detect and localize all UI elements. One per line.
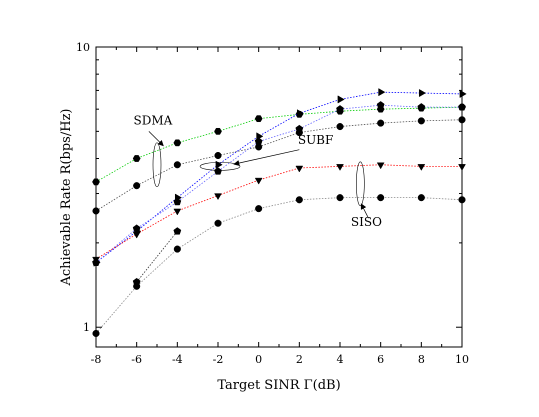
- data-point: [254, 177, 263, 185]
- data-point: [377, 194, 385, 202]
- data-point: [376, 101, 385, 109]
- data-point: [295, 124, 304, 133]
- series-line: [95, 104, 462, 263]
- series-line: [95, 164, 462, 260]
- annotation-label: SISO: [351, 215, 382, 229]
- data-point: [133, 182, 141, 190]
- series-line: [95, 91, 463, 263]
- data-point: [336, 194, 344, 202]
- data-point: [173, 208, 182, 216]
- annotation-ellipse: [152, 142, 162, 188]
- data-point: [254, 137, 263, 145]
- data-point: [214, 151, 222, 160]
- data-point: [377, 119, 385, 127]
- x-tick-label: -6: [131, 353, 142, 366]
- annotation-ellipse: [199, 162, 241, 171]
- data-point: [458, 164, 466, 171]
- data-point: [296, 109, 305, 118]
- series-line: [95, 197, 463, 334]
- data-point: [214, 167, 222, 175]
- data-point: [295, 165, 304, 173]
- data-point: [173, 227, 182, 235]
- data-point: [173, 139, 182, 147]
- data-point: [92, 256, 100, 264]
- series-6: [132, 227, 182, 286]
- x-tick-label: 4: [337, 353, 344, 366]
- data-point: [336, 164, 344, 171]
- data-point: [378, 88, 386, 97]
- data-point: [458, 103, 466, 111]
- data-point: [336, 105, 344, 113]
- series-line: [95, 119, 463, 212]
- data-point: [458, 196, 466, 204]
- x-tick-label: 0: [255, 353, 262, 366]
- annotation-arrow: [233, 149, 300, 166]
- series-5: [92, 194, 466, 338]
- data-point: [214, 219, 222, 227]
- data-point: [458, 116, 466, 124]
- data-point: [376, 162, 385, 170]
- data-point: [132, 231, 141, 239]
- y-axis-label: Achievable Rate R(bps/Hz): [59, 109, 74, 287]
- x-axis-ticks: -8 -6 -4 -2 0 2 4 6 8 10: [91, 47, 469, 366]
- x-tick-label: 6: [377, 353, 384, 366]
- data-point: [132, 224, 141, 232]
- data-point: [173, 245, 181, 253]
- annotation-arrow: [360, 203, 369, 219]
- annotation-label: SUBF: [298, 133, 333, 147]
- x-axis-label: Target SINR Γ(dB): [217, 378, 340, 393]
- x-tick-label: -8: [91, 353, 102, 366]
- x-tick-label: 2: [296, 353, 303, 366]
- plot-frame: [95, 46, 463, 348]
- annotations-layer: SDMA SUBF SISO: [134, 113, 383, 229]
- y-axis-ticks: 1 10: [76, 41, 462, 334]
- series-line: [136, 231, 178, 283]
- x-tick-label: -4: [172, 353, 183, 366]
- data-point: [417, 194, 425, 202]
- data-point: [336, 123, 344, 131]
- data-point: [92, 178, 100, 186]
- data-point: [459, 89, 467, 99]
- data-point: [173, 197, 182, 206]
- data-point: [417, 164, 426, 171]
- data-point: [418, 88, 427, 98]
- annotation-label: SDMA: [134, 113, 173, 127]
- x-tick-label: 8: [418, 353, 425, 366]
- data-point: [173, 161, 181, 169]
- y-tick-label: 10: [76, 41, 90, 54]
- x-tick-label: -2: [213, 353, 224, 366]
- annotation-ellipse: [356, 161, 365, 207]
- data-point: [337, 95, 345, 104]
- series-1: [92, 116, 466, 215]
- series-3: [92, 101, 466, 266]
- x-tick-label: 10: [455, 353, 469, 366]
- data-point: [132, 155, 141, 162]
- data-point: [214, 193, 222, 201]
- series-line: [95, 106, 463, 183]
- data-point: [215, 160, 223, 169]
- series-layer: [92, 88, 467, 338]
- data-point: [417, 103, 426, 111]
- series-4: [92, 162, 466, 264]
- data-point: [132, 277, 141, 286]
- data-point: [255, 205, 263, 213]
- annotation-arrow: [148, 131, 164, 147]
- data-point: [254, 115, 263, 123]
- data-point: [417, 117, 425, 125]
- data-point: [295, 196, 303, 204]
- data-point: [92, 207, 100, 215]
- y-tick-label: 1: [83, 321, 90, 334]
- data-point: [92, 329, 100, 338]
- data-point: [214, 127, 222, 135]
